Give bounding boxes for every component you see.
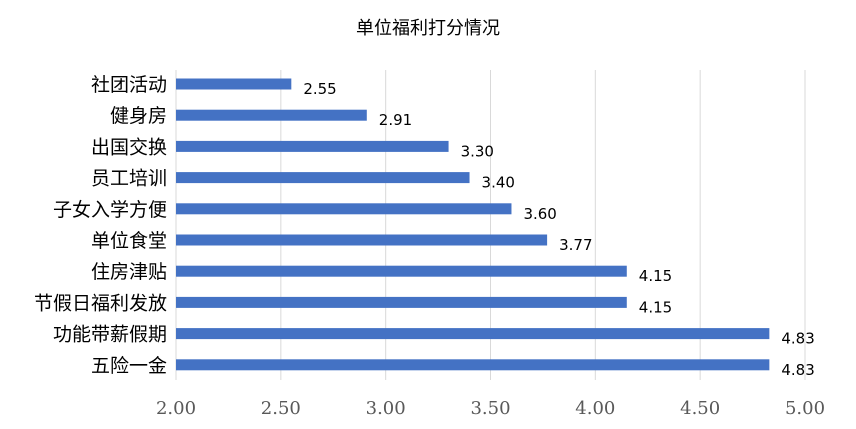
x-tick-label-3: 3.50 <box>470 398 510 419</box>
bar-3 <box>176 172 470 184</box>
value-label-5: 3.77 <box>559 236 592 254</box>
chart-title: 单位福利打分情况 <box>356 18 500 39</box>
bar-8 <box>176 328 770 340</box>
x-tick-label-2: 3.00 <box>366 398 406 419</box>
x-tick-label-1: 2.50 <box>261 398 301 419</box>
x-tick-label-6: 5.00 <box>785 398 825 419</box>
bar-7 <box>176 296 627 308</box>
value-label-6: 4.15 <box>639 267 672 285</box>
value-label-3: 3.40 <box>482 174 515 192</box>
value-label-8: 4.83 <box>781 330 814 348</box>
category-label-1: 健身房 <box>110 105 167 127</box>
bar-5 <box>176 234 548 246</box>
x-tick-label-5: 4.50 <box>680 398 720 419</box>
category-label-9: 五险一金 <box>91 355 167 377</box>
category-label-4: 子女入学方便 <box>53 199 167 221</box>
category-label-6: 住房津贴 <box>91 261 167 283</box>
bar-4 <box>176 203 512 215</box>
bar-0 <box>176 78 292 90</box>
category-label-2: 出国交换 <box>91 136 167 158</box>
category-label-0: 社团活动 <box>91 74 167 96</box>
category-label-8: 功能带薪假期 <box>53 324 167 346</box>
category-label-3: 员工培训 <box>91 168 167 190</box>
value-label-2: 3.30 <box>461 142 494 160</box>
category-label-7: 节假日福利发放 <box>34 292 167 314</box>
x-tick-label-4: 4.00 <box>575 398 615 419</box>
value-label-0: 2.55 <box>303 80 336 98</box>
x-tick-label-0: 2.00 <box>156 398 196 419</box>
category-label-5: 单位食堂 <box>91 230 167 252</box>
value-label-7: 4.15 <box>639 298 672 316</box>
bar-9 <box>176 359 770 371</box>
bar-1 <box>176 109 367 121</box>
bar-2 <box>176 140 449 152</box>
value-label-4: 3.60 <box>523 205 556 223</box>
bar-6 <box>176 265 627 277</box>
value-label-9: 4.83 <box>781 361 814 379</box>
value-label-1: 2.91 <box>379 111 412 129</box>
